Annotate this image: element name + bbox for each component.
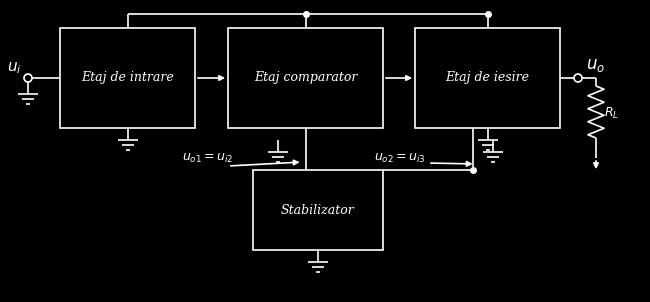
Bar <box>60 28 195 128</box>
Text: Etaj comparator: Etaj comparator <box>254 72 358 85</box>
Text: $u_o$: $u_o$ <box>586 57 606 75</box>
Text: Etaj de intrare: Etaj de intrare <box>81 72 174 85</box>
Text: $u_{o1} = u_{i2}$: $u_{o1} = u_{i2}$ <box>182 151 234 165</box>
Text: Etaj de iesire: Etaj de iesire <box>445 72 530 85</box>
Text: $R_L$: $R_L$ <box>604 105 619 120</box>
Bar <box>253 170 383 250</box>
Text: $u_{o2} = u_{i3}$: $u_{o2} = u_{i3}$ <box>374 151 426 165</box>
Text: Stabilizator: Stabilizator <box>281 204 355 217</box>
Bar <box>415 28 560 128</box>
Text: $u_i$: $u_i$ <box>6 60 21 76</box>
Bar <box>228 28 383 128</box>
